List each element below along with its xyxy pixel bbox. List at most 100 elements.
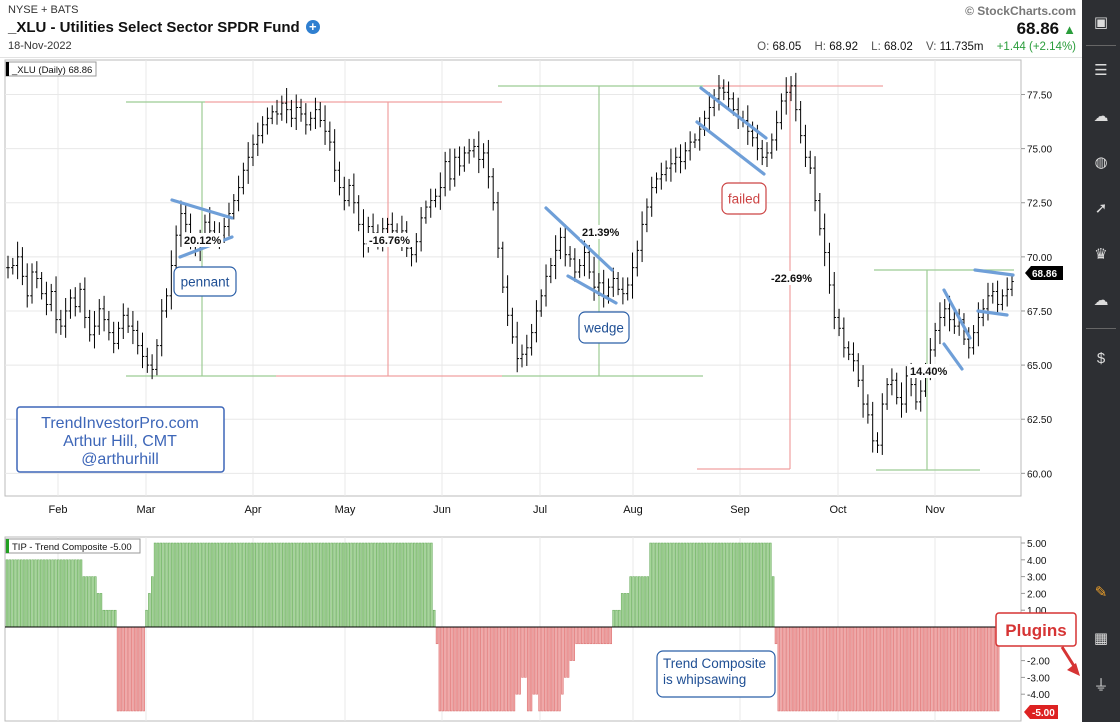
- indicator-tick-label: 5.00: [1027, 539, 1047, 550]
- composite-bar: [595, 626, 598, 645]
- composite-bar: [205, 542, 208, 628]
- price-bar: [352, 173, 356, 214]
- composite-bar: [535, 626, 538, 695]
- brand-label[interactable]: © StockCharts.com: [965, 4, 1076, 18]
- price-bar: [361, 209, 366, 258]
- price-bar: [294, 94, 299, 130]
- composite-bar: [814, 626, 818, 712]
- document-dollar-icon[interactable]: $: [1096, 349, 1106, 367]
- composite-bar: [777, 626, 781, 712]
- price-bar: [520, 344, 524, 368]
- price-bar: [328, 121, 332, 151]
- pencil-icon[interactable]: ✎: [1094, 584, 1108, 601]
- monitor-icon[interactable]: ▣: [1093, 14, 1109, 31]
- add-icon[interactable]: +: [305, 20, 320, 34]
- pattern-trendline: [942, 288, 972, 340]
- pennant-callout: [173, 266, 237, 297]
- composite-bar: [430, 542, 433, 628]
- price-bar: [803, 124, 808, 168]
- globe-icon[interactable]: ◍: [1094, 154, 1108, 171]
- price-bar: [83, 277, 87, 329]
- composite-bar: [79, 559, 83, 628]
- price-bar: [1010, 273, 1014, 297]
- price-bar: [332, 129, 337, 182]
- price-bar: [270, 105, 275, 125]
- sliders-icon[interactable]: ☰: [1094, 62, 1108, 79]
- composite-bar: [435, 626, 439, 645]
- composite-bar: [712, 542, 715, 628]
- composite-bar: [700, 542, 704, 628]
- price-bar: [275, 99, 279, 125]
- price-bar: [255, 122, 260, 156]
- price-bar: [558, 227, 563, 260]
- composite-bar: [45, 559, 49, 628]
- composite-bar: [401, 542, 405, 628]
- composite-bar: [94, 576, 97, 628]
- price-bar: [54, 276, 58, 334]
- composite-bar: [840, 626, 843, 712]
- price-bar: [990, 282, 995, 304]
- composite-bar: [931, 626, 934, 712]
- composite-bar: [982, 626, 986, 712]
- composite-bar: [5, 559, 9, 628]
- price-bar: [832, 272, 837, 330]
- price-bar: [231, 194, 236, 220]
- composite-bar: [592, 626, 595, 645]
- watermark-text: Arthur Hill, CMT: [63, 433, 177, 450]
- composite-bar: [244, 542, 248, 628]
- price-bar: [573, 248, 577, 282]
- composite-bar: [432, 609, 436, 628]
- price-bar: [111, 321, 116, 354]
- composite-bar: [290, 542, 294, 628]
- composite-bar: [925, 626, 929, 712]
- price-bar: [438, 172, 443, 210]
- indicator-tick-label: 1.00: [1027, 606, 1047, 617]
- price-bar: [563, 224, 568, 267]
- rocket-icon[interactable]: ➚: [1094, 200, 1108, 217]
- change-value: +1.44 (+2.14%): [996, 41, 1076, 53]
- qr-code-icon[interactable]: ▦: [1093, 630, 1109, 647]
- composite-bar: [817, 626, 820, 712]
- composite-bar: [336, 542, 339, 628]
- composite-bar: [447, 626, 450, 712]
- cloud-icon[interactable]: ☁: [1093, 292, 1109, 309]
- open-value: 68.05: [772, 41, 802, 53]
- composite-bar: [504, 626, 507, 712]
- price-bar: [765, 142, 769, 168]
- open-label: O:: [757, 41, 770, 53]
- price-bar: [59, 309, 63, 335]
- composite-bar: [729, 542, 732, 628]
- composite-bar: [116, 626, 120, 712]
- composite-bar: [760, 542, 763, 628]
- chart-date: 18-Nov-2022: [8, 40, 72, 52]
- trophy-icon[interactable]: ♛: [1094, 246, 1108, 263]
- composite-bar: [14, 559, 17, 628]
- composite-bar: [626, 593, 630, 628]
- composite-bar: [145, 609, 148, 628]
- price-bar: [164, 288, 169, 318]
- composite-bar: [954, 626, 957, 712]
- composite-bar: [689, 542, 692, 628]
- plug-icon[interactable]: ⏚: [1093, 676, 1109, 694]
- price-bar: [861, 365, 865, 418]
- composite-bar: [173, 542, 177, 628]
- price-bar: [419, 207, 423, 252]
- composite-bar: [863, 626, 866, 712]
- month-tick-label: Oct: [829, 504, 846, 516]
- composite-bar: [376, 542, 379, 628]
- toolbar-divider: [1086, 328, 1116, 329]
- price-bar: [899, 382, 904, 418]
- composite-bar: [270, 542, 274, 628]
- composite-bar: [780, 626, 783, 712]
- composite-bar: [222, 542, 225, 628]
- cloud-chart-icon[interactable]: ☁: [1093, 108, 1109, 125]
- price-bar: [68, 289, 73, 319]
- price-bar: [707, 92, 712, 132]
- price-bar: [846, 341, 851, 361]
- pattern-trendline: [544, 206, 614, 272]
- composite-bar: [404, 542, 407, 628]
- composite-bar: [746, 542, 749, 628]
- composite-bar: [709, 542, 712, 628]
- composite-bar: [418, 542, 422, 628]
- price-bar: [813, 156, 817, 212]
